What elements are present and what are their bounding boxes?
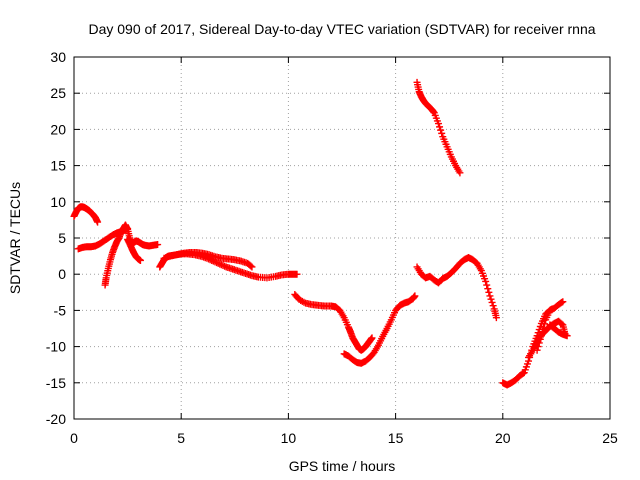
x-tick-label: 0 <box>70 430 78 446</box>
data-point <box>221 262 229 270</box>
data-point <box>558 298 566 306</box>
data-point <box>437 126 445 134</box>
y-tick-label: 25 <box>50 85 66 101</box>
data-point <box>247 262 255 270</box>
x-tick-label: 25 <box>602 430 618 446</box>
data-point <box>484 285 492 293</box>
data-point <box>438 129 446 137</box>
data-point <box>537 332 545 340</box>
data-point <box>485 288 493 296</box>
y-tick-label: 0 <box>58 266 66 282</box>
data-point <box>559 298 567 306</box>
data-track <box>160 248 256 271</box>
y-tick-label: -5 <box>54 302 67 318</box>
data-point <box>535 339 543 347</box>
data-track <box>101 221 162 289</box>
data-point <box>533 346 541 354</box>
data-point <box>300 298 308 306</box>
data-track <box>124 235 144 264</box>
data-marks <box>70 78 571 389</box>
data-point <box>482 277 490 285</box>
x-tick-label: 15 <box>388 430 404 446</box>
y-axis-label: SDTVAR / TECUs <box>7 182 23 294</box>
data-point <box>219 262 227 270</box>
data-point <box>489 302 497 310</box>
data-point <box>483 281 491 289</box>
x-tick-label: 20 <box>495 430 511 446</box>
y-tick-label: -10 <box>46 339 66 355</box>
y-tick-label: -20 <box>46 411 66 427</box>
data-point <box>534 343 542 351</box>
data-point <box>519 369 527 377</box>
data-track <box>70 203 102 226</box>
x-tick-label: 10 <box>281 430 297 446</box>
data-point <box>293 270 301 278</box>
y-axis-ticks: -20 -15 -10 -5 0 5 10 15 20 25 30 <box>46 49 610 427</box>
y-tick-label: 10 <box>50 194 66 210</box>
data-track <box>413 254 500 322</box>
data-point <box>436 123 444 131</box>
data-point <box>541 320 549 328</box>
data-point <box>536 335 544 343</box>
data-point <box>488 298 496 306</box>
data-point <box>487 295 495 303</box>
data-track <box>413 78 464 177</box>
data-point <box>563 332 571 340</box>
x-tick-label: 5 <box>177 430 185 446</box>
y-tick-label: 30 <box>50 49 66 65</box>
data-point <box>94 218 102 226</box>
data-point <box>536 323 544 331</box>
grid-lines <box>74 57 610 419</box>
y-tick-label: 15 <box>50 158 66 174</box>
data-point <box>216 260 224 268</box>
data-point <box>456 169 464 177</box>
data-point <box>217 261 225 269</box>
chart-title: Day 090 of 2017, Sidereal Day-to-day VTE… <box>88 21 595 37</box>
data-point <box>248 263 256 271</box>
data-point <box>411 292 419 300</box>
data-track <box>533 298 567 354</box>
data-point <box>368 334 376 342</box>
data-point <box>558 320 566 328</box>
data-track <box>340 292 419 367</box>
data-track <box>546 321 571 340</box>
data-point <box>540 324 548 332</box>
data-point <box>492 314 500 322</box>
data-point <box>434 120 442 128</box>
data-point <box>486 292 494 300</box>
y-tick-label: 5 <box>58 230 66 246</box>
data-point <box>136 256 144 264</box>
x-axis-ticks: 0 5 10 15 20 25 <box>70 57 618 446</box>
x-axis-label: GPS time / hours <box>289 458 396 474</box>
data-point <box>154 241 162 249</box>
y-tick-label: 20 <box>50 121 66 137</box>
data-track <box>291 290 376 354</box>
y-tick-label: -15 <box>46 375 66 391</box>
data-point <box>538 328 546 336</box>
